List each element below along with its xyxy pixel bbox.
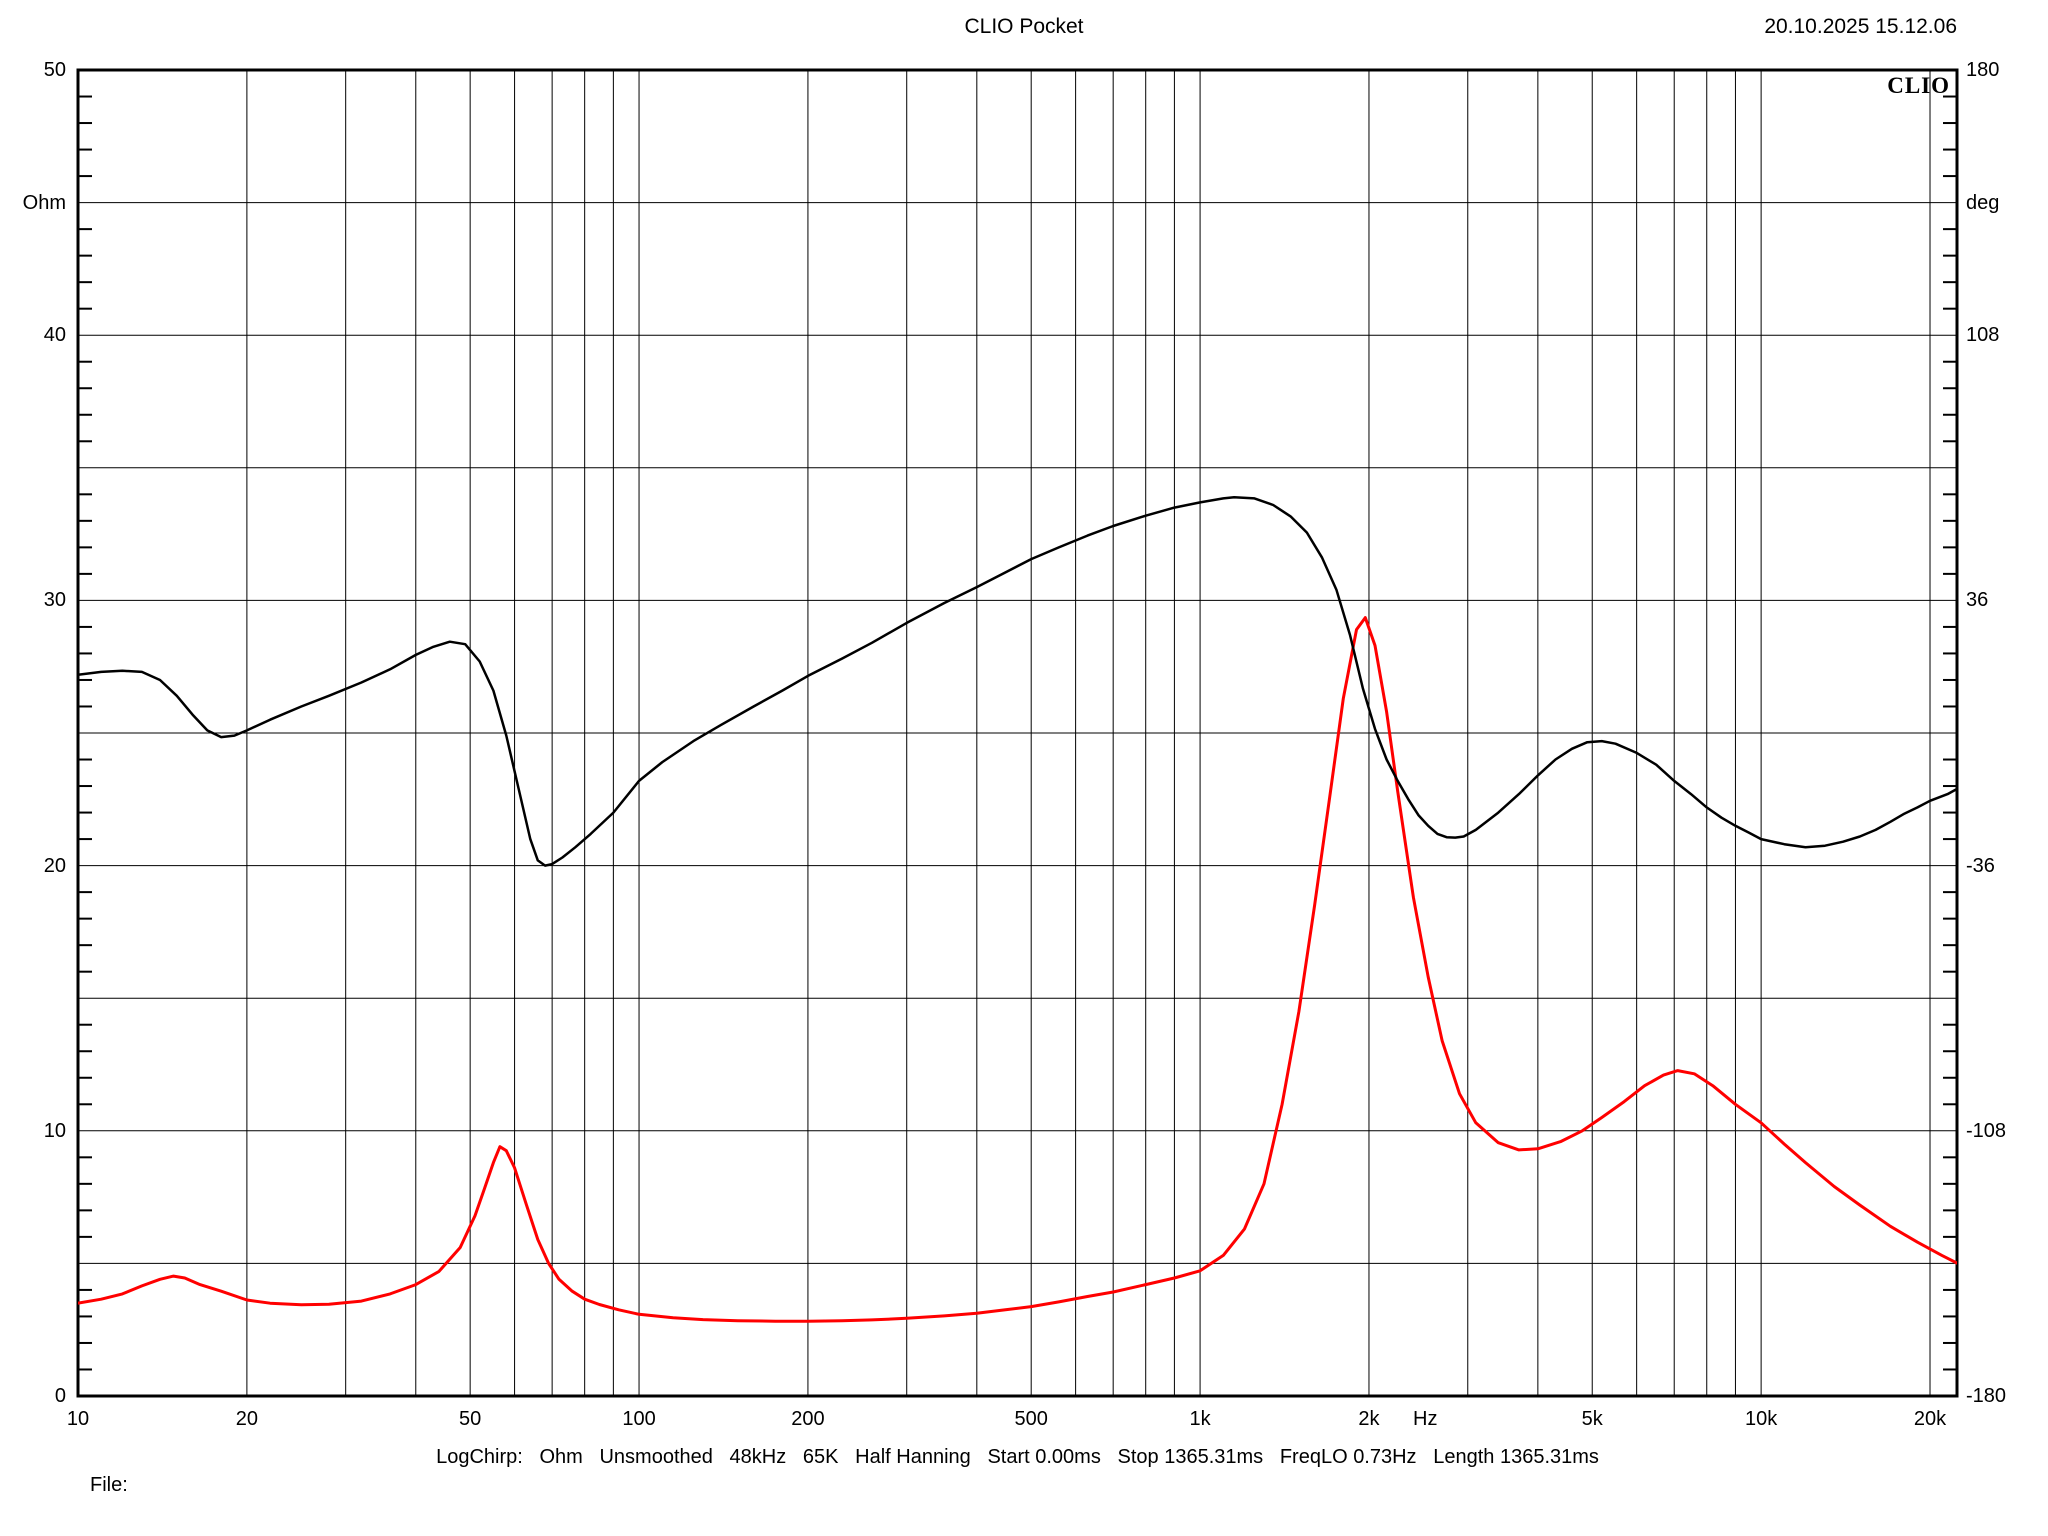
y-axis-left-tick-label: 30 (43, 589, 66, 612)
impedance-curve (78, 616, 1957, 1323)
x-axis-tick-label: 10 (66, 1408, 90, 1430)
page-title: CLIO Pocket (964, 15, 1084, 38)
phase-curve (78, 496, 1957, 867)
x-axis-tick-label: 100 (622, 1408, 656, 1430)
y-axis-left-tick-label: 20 (43, 854, 66, 877)
y-axis-left-tick-label: 50 (43, 59, 66, 81)
plot-frame (76, 68, 1959, 1398)
y-axis-left-tick-label: 0 (54, 1385, 66, 1407)
right-axis-unit-label: deg (1966, 191, 2000, 214)
y-axis-right-tick-label: 108 (1966, 324, 2000, 347)
x-axis-tick-label: 2k (1358, 1408, 1380, 1430)
clio-logo: CLIO (1887, 73, 1950, 98)
y-axis-right-tick-label: -108 (1966, 1119, 2007, 1142)
y-axis-right-tick-label: -180 (1966, 1385, 2007, 1407)
x-axis-unit-label: Hz (1413, 1408, 1438, 1430)
x-axis-tick-label: 200 (791, 1408, 825, 1430)
y-axis-left-tick-label: 10 (43, 1119, 66, 1142)
x-axis-tick-label: 20k (1913, 1408, 1947, 1430)
y-axis-right-tick-label: -36 (1966, 854, 1995, 877)
y-axis-right-tick-label: 180 (1966, 59, 2000, 81)
x-axis-tick-label: 5k (1581, 1408, 1603, 1430)
left-axis-unit-label: Ohm (22, 191, 66, 214)
measurement-timestamp: 20.10.2025 15.12.06 (1764, 15, 1957, 38)
file-label: File: (90, 1474, 128, 1496)
x-axis-tick-label: 10k (1744, 1408, 1778, 1430)
y-axis-right-tick-label: 36 (1966, 589, 1989, 612)
y-axis-left-tick-label: 40 (43, 324, 66, 347)
x-axis-tick-label: 50 (459, 1408, 482, 1430)
x-axis-tick-label: 20 (235, 1408, 258, 1430)
measurement-status-line: LogChirp: Ohm Unsmoothed 48kHz 65K Half … (436, 1446, 1599, 1468)
x-axis-tick-label: 1k (1189, 1408, 1211, 1430)
x-axis-tick-label: 500 (1014, 1408, 1048, 1430)
